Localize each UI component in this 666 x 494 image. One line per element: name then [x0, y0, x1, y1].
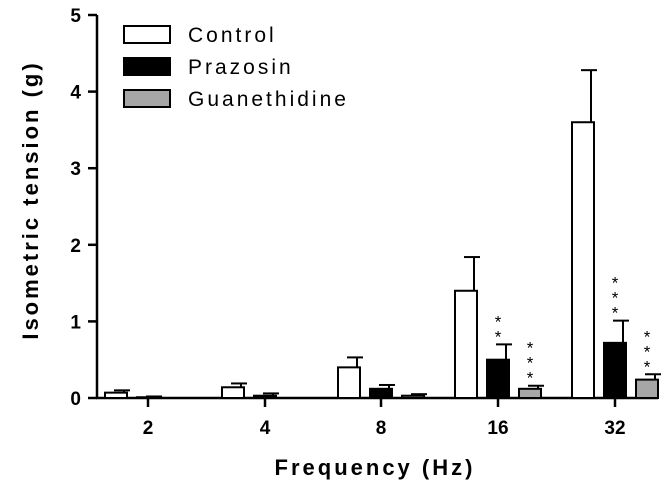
legend-swatch: [124, 58, 170, 75]
y-axis-title: Isometric tension (g): [18, 60, 43, 339]
bar: [402, 396, 424, 398]
bars: ** *********: [105, 70, 661, 398]
y-tick-label: 4: [70, 83, 81, 104]
significance-marker: *: [527, 339, 534, 358]
x-axis-title: Frequency (Hz): [275, 455, 476, 480]
x-tick-label: 8: [376, 418, 387, 439]
y-tick-label: 3: [70, 159, 81, 180]
legend-label: Control: [188, 24, 277, 47]
bar: [487, 360, 509, 398]
legend-label: Guanethidine: [188, 88, 349, 111]
significance-marker: *: [612, 274, 619, 293]
significance-marker: *: [644, 327, 651, 346]
bar: [455, 291, 477, 398]
legend-swatch: [124, 90, 170, 107]
y-tick-label: 2: [70, 236, 81, 257]
x-tick-label: 16: [487, 418, 508, 439]
legend-swatch: [124, 26, 170, 43]
bar: [519, 389, 541, 398]
y-tick-label: 1: [70, 312, 81, 333]
bar: [254, 396, 276, 398]
x-tick-label: 4: [260, 418, 271, 439]
bar: [105, 393, 127, 398]
x-tick-label: 32: [604, 418, 625, 439]
bar: [338, 367, 360, 398]
bar: [572, 122, 594, 398]
y-tick-label: 5: [70, 6, 81, 27]
bar: [370, 389, 392, 398]
y-tick-label: 0: [70, 389, 81, 410]
bar: [636, 380, 658, 398]
bar: [222, 387, 244, 398]
bar: [604, 343, 626, 398]
legend: Control Prazosin Guanethidine: [124, 24, 349, 111]
legend-label: Prazosin: [188, 56, 294, 79]
significance-marker: *: [495, 312, 502, 331]
x-tick-label: 2: [143, 418, 154, 439]
